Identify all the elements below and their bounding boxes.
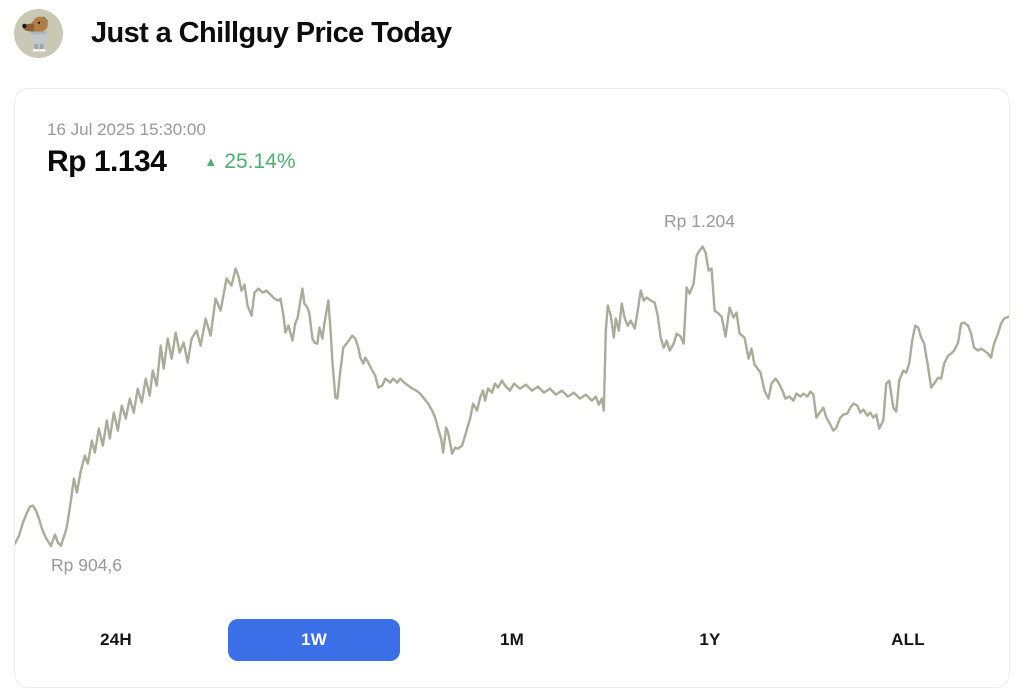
high-price-label: Rp 1.204 [664,211,736,231]
up-arrow-icon: ▲ [204,153,218,169]
price-change-badge: ▲ 25.14% [204,150,295,174]
price-line [15,245,1009,548]
range-button-all[interactable]: ALL [822,619,994,661]
timestamp-label: 16 Jul 2025 15:30:00 [47,120,206,139]
range-selector: 24H 1W 1M 1Y ALL [15,619,1009,661]
price-chart-area[interactable]: Rp 1.204 Rp 904,6 [15,191,1009,611]
current-price: Rp 1.134 [47,145,167,178]
app-header: Just a Chillguy Price Today [0,0,1024,58]
range-button-1m[interactable]: 1M [426,619,598,661]
price-change-value: 25.14% [224,150,296,173]
low-price-label: Rp 904,6 [51,555,123,575]
price-panel: 16 Jul 2025 15:30:00 Rp 1.134 ▲ 25.14% [15,89,1009,180]
price-card: 16 Jul 2025 15:30:00 Rp 1.134 ▲ 25.14% R… [14,88,1010,688]
range-button-24h[interactable]: 24H [30,619,202,661]
range-button-1w[interactable]: 1W [228,619,400,661]
chillguy-avatar-icon [14,9,63,58]
range-button-1y[interactable]: 1Y [624,619,796,661]
page-title: Just a Chillguy Price Today [91,17,452,49]
price-chart[interactable] [15,191,1009,611]
